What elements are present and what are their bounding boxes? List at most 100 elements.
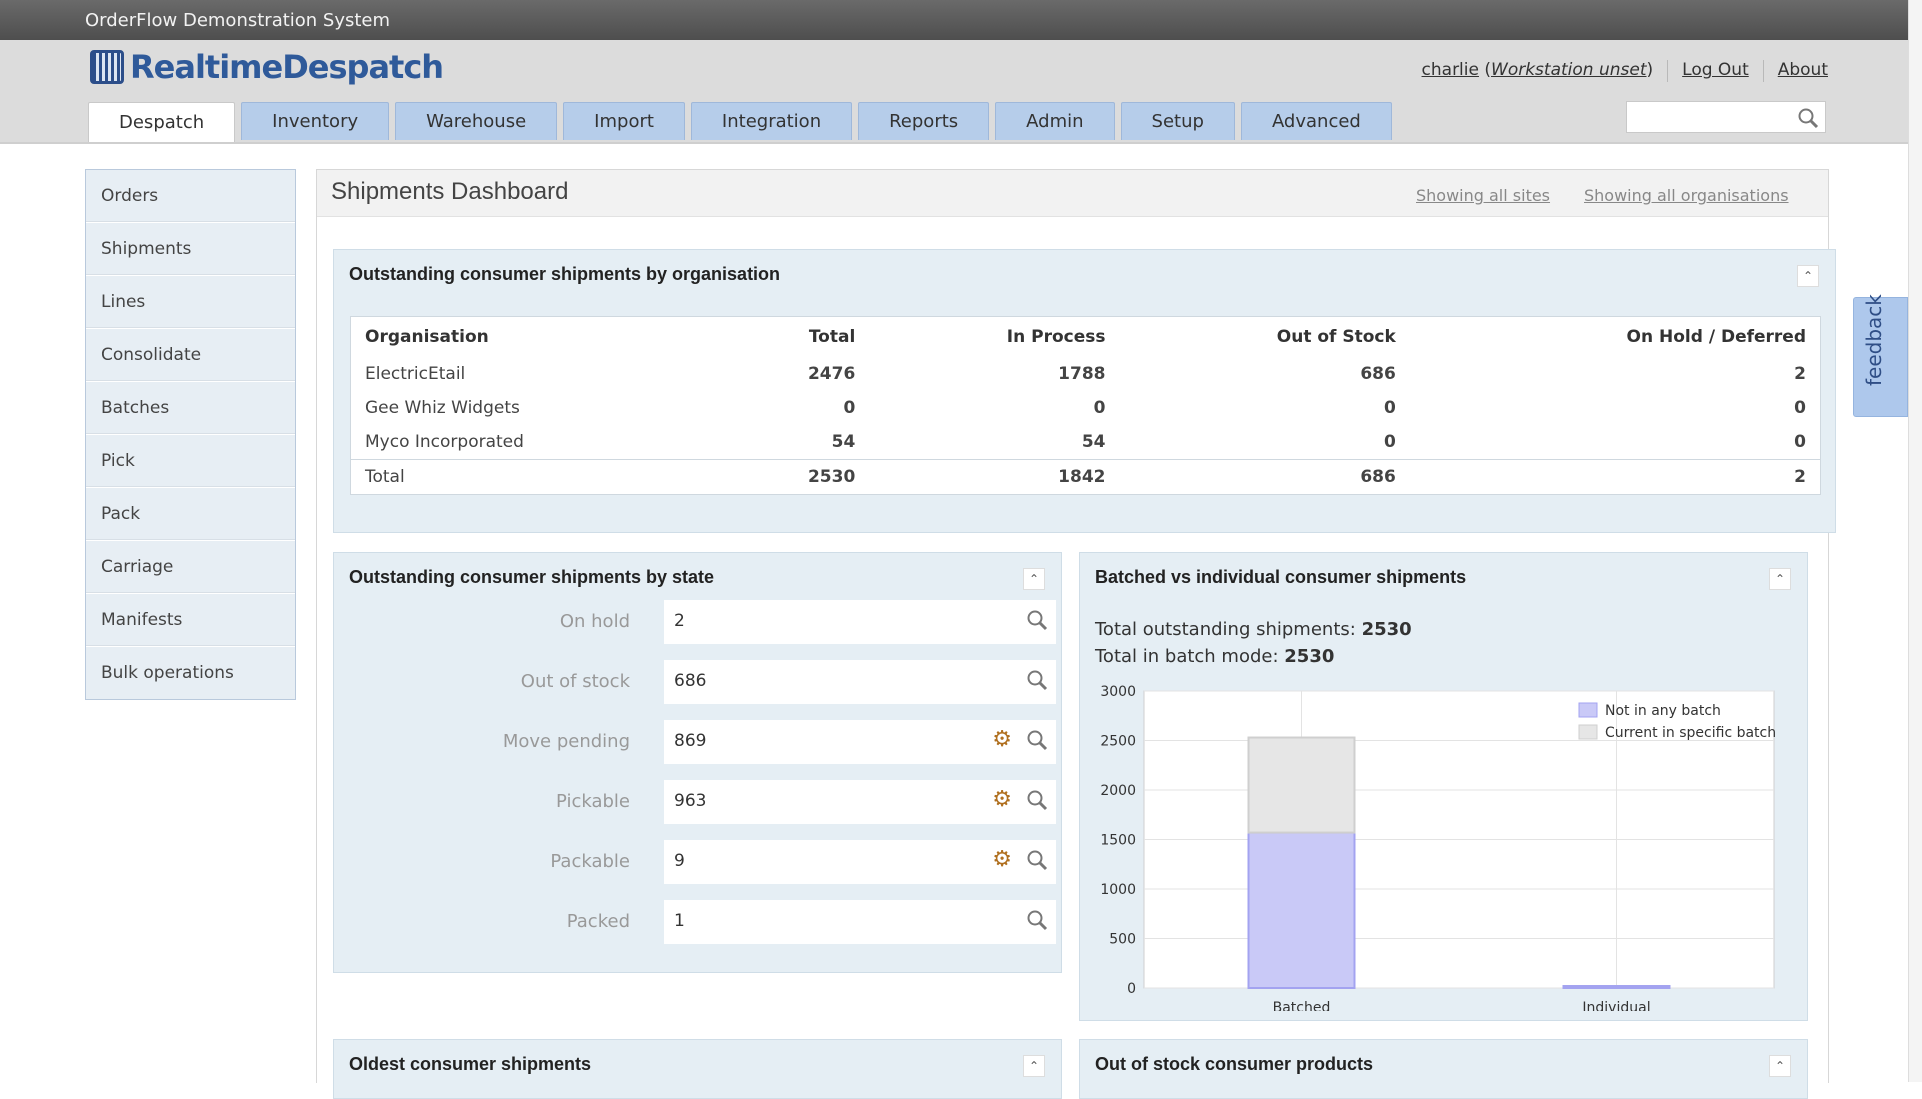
search-icon[interactable] (1026, 909, 1048, 931)
collapse-icon[interactable]: ⌃ (1023, 1055, 1045, 1077)
sidebar-item-shipments[interactable]: Shipments (86, 223, 295, 276)
gears-icon[interactable]: ⚙ (992, 727, 1012, 752)
feedback-button[interactable]: feedback (1853, 294, 1908, 417)
state-value-field: 2 (664, 600, 1056, 644)
state-value: 869 (674, 731, 707, 751)
search-icon[interactable] (1026, 609, 1048, 631)
on-hold-link[interactable]: 2 (1409, 459, 1821, 495)
main-content: Shipments Dashboard Showing all sites Sh… (316, 169, 1836, 1099)
user-bar: charlie (Workstation unset) Log Out Abou… (1421, 60, 1828, 82)
table-row: Myco Incorporated 54 54 0 0 (351, 425, 1821, 460)
tab-despatch[interactable]: Despatch (88, 102, 236, 142)
on-hold-link[interactable]: 2 (1794, 364, 1806, 384)
search-icon[interactable] (1026, 789, 1048, 811)
oldest-shipments-panel: Oldest consumer shipments ⌃ (333, 1039, 1062, 1099)
sidebar-item-lines[interactable]: Lines (86, 276, 295, 329)
state-value-field: 1 (664, 900, 1056, 944)
vertical-scrollbar[interactable] (1908, 0, 1922, 1082)
total-link[interactable]: 2530 (720, 459, 870, 495)
total-link[interactable]: 0 (843, 398, 856, 418)
workstation-link[interactable]: Workstation unset (1491, 60, 1647, 80)
tab-reports[interactable]: Reports (858, 102, 990, 140)
column-header: In Process (1006, 327, 1106, 347)
tab-import[interactable]: Import (563, 102, 685, 140)
legend-label: Current in specific batch (1605, 725, 1776, 741)
on-hold-link[interactable]: 0 (1794, 432, 1806, 452)
app-title-bar: OrderFlow Demonstration System (0, 0, 1922, 40)
collapse-icon[interactable]: ⌃ (1769, 568, 1791, 590)
collapse-icon[interactable]: ⌃ (1769, 1055, 1791, 1077)
in-process-link[interactable]: 1842 (869, 459, 1120, 495)
sites-filter-link[interactable]: Showing all sites (1416, 186, 1551, 205)
total-outstanding: Total outstanding shipments: 2530 (1095, 619, 1412, 640)
org-panel: Outstanding consumer shipments by organi… (333, 249, 1836, 533)
x-tick-label: Individual (1582, 1000, 1650, 1011)
search-icon[interactable] (1026, 849, 1048, 871)
gears-icon[interactable]: ⚙ (992, 787, 1012, 812)
logout-link[interactable]: Log Out (1682, 60, 1749, 80)
sidebar-item-orders[interactable]: Orders (86, 170, 295, 223)
in-process-link[interactable]: 54 (1081, 432, 1106, 452)
sidebar-item-manifests[interactable]: Manifests (86, 594, 295, 647)
legend-swatch (1578, 724, 1598, 740)
total-outstanding-label: Total outstanding shipments: (1095, 619, 1356, 640)
state-label: Pickable (556, 791, 630, 812)
gears-icon[interactable]: ⚙ (992, 847, 1012, 872)
sidebar-item-bulk-operations[interactable]: Bulk operations (101, 663, 234, 683)
tab-integration[interactable]: Integration (690, 102, 853, 140)
column-header: On Hold / Deferred (1626, 327, 1806, 347)
table-row: Gee Whiz Widgets 0 0 0 0 (351, 391, 1821, 425)
collapse-icon[interactable]: ⌃ (1797, 265, 1819, 287)
y-tick-label: 3000 (1100, 684, 1136, 700)
org-table: Organisation Total In Process Out of Sto… (350, 316, 1821, 495)
divider (1762, 60, 1764, 82)
x-tick-label: Batched (1273, 1000, 1331, 1011)
search-icon[interactable] (1026, 669, 1048, 691)
state-value: 9 (674, 851, 685, 871)
app-title: OrderFlow Demonstration System (85, 10, 391, 31)
out-of-stock-link[interactable]: 686 (1119, 459, 1410, 495)
sidebar-item-pick[interactable]: Pick (86, 435, 295, 488)
organisations-filter-link[interactable]: Showing all organisations (1584, 186, 1789, 205)
tab-advanced[interactable]: Advanced (1240, 102, 1392, 140)
feedback-label: feedback (1862, 294, 1886, 386)
tab-admin[interactable]: Admin (995, 102, 1115, 140)
out-of-stock-link[interactable]: 0 (1383, 432, 1396, 452)
org-name: Gee Whiz Widgets (365, 398, 520, 418)
state-value: 2 (674, 611, 685, 631)
username-link[interactable]: charlie (1421, 60, 1479, 80)
logo[interactable]: RealtimeDespatch (90, 47, 444, 87)
search-icon[interactable] (1026, 729, 1048, 751)
search-icon[interactable] (1797, 107, 1819, 129)
page-title: Shipments Dashboard (331, 178, 569, 205)
column-header: Total (808, 327, 856, 347)
state-row-on-hold: On hold 2 (350, 600, 1056, 644)
state-row-pickable: Pickable 963 ⚙ (350, 780, 1056, 824)
in-process-link[interactable]: 0 (1093, 398, 1106, 418)
brand-name: RealtimeDespatch (130, 48, 444, 86)
y-tick-label: 1000 (1100, 882, 1136, 898)
org-name: ElectricEtail (365, 364, 466, 384)
sidebar-item-consolidate[interactable]: Consolidate (86, 329, 295, 382)
tab-setup[interactable]: Setup (1120, 102, 1235, 140)
sidebar-item-pack[interactable]: Pack (86, 488, 295, 541)
search-input[interactable] (1626, 101, 1826, 133)
on-hold-link[interactable]: 0 (1794, 398, 1806, 418)
sidebar-item-batches[interactable]: Batches (86, 382, 295, 435)
state-row-packed: Packed 1 (350, 900, 1056, 944)
about-link[interactable]: About (1777, 60, 1828, 80)
collapse-icon[interactable]: ⌃ (1023, 568, 1045, 590)
state-value: 686 (674, 671, 707, 691)
out-of-stock-link[interactable]: 686 (1360, 364, 1396, 384)
state-value-field: 9 ⚙ (664, 840, 1056, 884)
state-label: Out of stock (520, 671, 630, 692)
sidebar-item-carriage[interactable]: Carriage (86, 541, 295, 594)
state-label: Packed (566, 911, 630, 932)
out-of-stock-link[interactable]: 0 (1383, 398, 1396, 418)
total-link[interactable]: 54 (831, 432, 856, 452)
total-label: Total (350, 459, 721, 495)
tab-inventory[interactable]: Inventory (241, 102, 390, 140)
in-process-link[interactable]: 1788 (1058, 364, 1106, 384)
tab-warehouse[interactable]: Warehouse (395, 102, 558, 140)
total-link[interactable]: 2476 (807, 364, 856, 384)
